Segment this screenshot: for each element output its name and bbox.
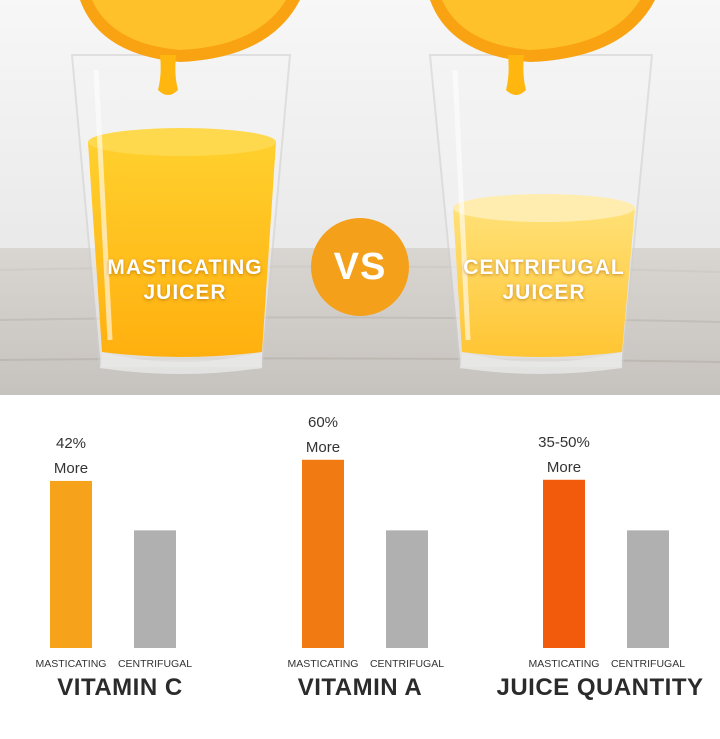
orange-half-left [80, 0, 300, 95]
centrifugal-label-line2: JUICER [502, 281, 586, 304]
orange-half-right [430, 0, 655, 95]
hero-illustration [0, 0, 720, 395]
bar-vitamin-a-centrifugal [386, 530, 428, 648]
data-label-vitamin-c-1: More [54, 460, 88, 477]
centrifugal-label-line1: CENTRIFUGAL [463, 256, 625, 279]
masticating-glass [70, 54, 292, 374]
data-label-juice-quantity-0: 35-50% [538, 434, 590, 451]
tick-label-juice-quantity-masticating: MASTICATING [529, 658, 600, 670]
masticating-juice [88, 135, 276, 357]
tick-label-vitamin-c-masticating: MASTICATING [36, 658, 107, 670]
bar-charts-svg: MASTICATING 42% More CENTRIFUGAL MASTICATING… [36, 414, 686, 670]
data-label-juice-quantity-1: More [547, 459, 581, 476]
chart-title-vitamin-c: VITAMIN C [57, 674, 183, 701]
chart-title-juice-quantity: JUICE QUANTITY [496, 674, 704, 701]
data-label-vitamin-c-0: 42% [56, 435, 86, 452]
juice-drip-left [158, 55, 178, 95]
juice-drip-right [506, 55, 526, 95]
masticating-juicer-label: MASTICATING JUICER [96, 255, 274, 305]
tick-label-vitamin-a-centrifugal: CENTRIFUGAL [370, 658, 444, 670]
bar-vitamin-c-masticating [50, 480, 92, 648]
vs-badge: VS [311, 218, 409, 316]
bar-juice-quantity-masticating [543, 479, 585, 648]
chart-title-vitamin-a: VITAMIN A [297, 674, 423, 701]
tick-label-vitamin-a-masticating: MASTICATING [288, 658, 359, 670]
centrifugal-juicer-label: CENTRIFUGAL JUICER [455, 255, 633, 305]
comparison-charts: MASTICATING 42% More CENTRIFUGAL MASTICATING… [0, 395, 720, 739]
masticating-label-line1: MASTICATING [107, 256, 263, 279]
centrifugal-glass [428, 54, 654, 374]
tick-label-juice-quantity-centrifugal: CENTRIFUGAL [611, 658, 685, 670]
bar-juice-quantity-centrifugal [627, 530, 669, 648]
hero-photo: MASTICATING JUICER VS CENTRIFUGAL JUICER [0, 0, 720, 395]
data-label-vitamin-a-1: More [306, 439, 340, 456]
bar-vitamin-a-masticating [302, 459, 344, 648]
data-label-vitamin-a-0: 60% [308, 414, 338, 431]
bar-vitamin-c-centrifugal [134, 530, 176, 648]
masticating-label-line2: JUICER [143, 281, 227, 304]
tick-label-vitamin-c-centrifugal: CENTRIFUGAL [118, 658, 192, 670]
centrifugal-juice [453, 201, 635, 357]
